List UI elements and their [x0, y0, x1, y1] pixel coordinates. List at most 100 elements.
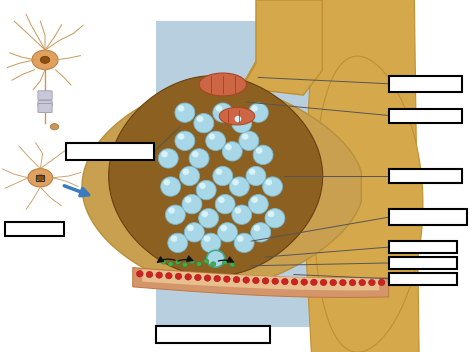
- Bar: [66, 143, 154, 160]
- Ellipse shape: [234, 233, 254, 253]
- Ellipse shape: [369, 279, 375, 286]
- Ellipse shape: [235, 116, 241, 122]
- FancyBboxPatch shape: [38, 91, 52, 100]
- Ellipse shape: [182, 169, 189, 175]
- Ellipse shape: [235, 207, 241, 214]
- Ellipse shape: [239, 131, 259, 151]
- Ellipse shape: [185, 197, 191, 203]
- Ellipse shape: [203, 259, 209, 263]
- Ellipse shape: [156, 272, 163, 278]
- Ellipse shape: [161, 177, 181, 196]
- Ellipse shape: [32, 50, 58, 70]
- Ellipse shape: [268, 211, 274, 217]
- Ellipse shape: [216, 169, 222, 175]
- Ellipse shape: [224, 276, 230, 282]
- Ellipse shape: [330, 279, 337, 286]
- Ellipse shape: [359, 279, 365, 286]
- Ellipse shape: [232, 113, 252, 133]
- Ellipse shape: [199, 183, 206, 189]
- Ellipse shape: [178, 133, 184, 140]
- Ellipse shape: [194, 113, 214, 133]
- Polygon shape: [237, 0, 322, 92]
- Bar: [389, 109, 462, 123]
- Ellipse shape: [218, 222, 237, 242]
- Ellipse shape: [201, 211, 208, 217]
- Ellipse shape: [184, 222, 204, 242]
- Ellipse shape: [248, 103, 268, 122]
- Ellipse shape: [171, 235, 177, 242]
- Polygon shape: [133, 268, 389, 297]
- Ellipse shape: [220, 225, 227, 231]
- Ellipse shape: [199, 73, 246, 96]
- Ellipse shape: [349, 279, 356, 286]
- Ellipse shape: [339, 279, 346, 286]
- Bar: [156, 326, 270, 343]
- Ellipse shape: [209, 133, 215, 140]
- Ellipse shape: [175, 131, 195, 151]
- FancyBboxPatch shape: [38, 101, 52, 106]
- Bar: [389, 209, 467, 225]
- Ellipse shape: [213, 103, 233, 122]
- Ellipse shape: [262, 278, 269, 284]
- Ellipse shape: [192, 151, 199, 157]
- Ellipse shape: [168, 233, 188, 253]
- Ellipse shape: [254, 225, 260, 231]
- Ellipse shape: [310, 279, 317, 285]
- Ellipse shape: [216, 105, 222, 112]
- Ellipse shape: [28, 169, 53, 187]
- Ellipse shape: [189, 259, 194, 264]
- Bar: [36, 175, 44, 181]
- Ellipse shape: [175, 273, 182, 279]
- Ellipse shape: [243, 277, 249, 283]
- Ellipse shape: [197, 116, 203, 122]
- Ellipse shape: [206, 131, 226, 151]
- Ellipse shape: [251, 222, 271, 242]
- Ellipse shape: [158, 149, 178, 168]
- Ellipse shape: [168, 207, 175, 214]
- Bar: [156, 21, 379, 327]
- Ellipse shape: [219, 107, 255, 125]
- Ellipse shape: [175, 103, 195, 122]
- Ellipse shape: [204, 275, 211, 281]
- Ellipse shape: [272, 278, 279, 284]
- Ellipse shape: [232, 179, 239, 186]
- Ellipse shape: [265, 208, 285, 228]
- Ellipse shape: [180, 166, 200, 186]
- Ellipse shape: [210, 262, 216, 266]
- Ellipse shape: [232, 205, 252, 225]
- Ellipse shape: [320, 279, 327, 285]
- Ellipse shape: [218, 197, 225, 203]
- Ellipse shape: [50, 124, 59, 130]
- Ellipse shape: [137, 271, 143, 277]
- Bar: [389, 241, 457, 253]
- Ellipse shape: [196, 180, 216, 200]
- Ellipse shape: [229, 177, 249, 196]
- Ellipse shape: [222, 142, 242, 161]
- Ellipse shape: [196, 262, 202, 266]
- Ellipse shape: [253, 145, 273, 165]
- Ellipse shape: [291, 279, 298, 285]
- Ellipse shape: [233, 276, 240, 283]
- Ellipse shape: [165, 272, 172, 279]
- Ellipse shape: [36, 175, 44, 181]
- Ellipse shape: [249, 169, 255, 175]
- Ellipse shape: [175, 260, 180, 265]
- Ellipse shape: [161, 260, 166, 264]
- Bar: [389, 273, 457, 285]
- Ellipse shape: [378, 279, 385, 285]
- Ellipse shape: [229, 263, 235, 267]
- Ellipse shape: [182, 194, 202, 214]
- Bar: [389, 76, 462, 92]
- Ellipse shape: [164, 179, 170, 186]
- Ellipse shape: [40, 56, 50, 63]
- Ellipse shape: [251, 197, 258, 203]
- Ellipse shape: [242, 133, 248, 140]
- Polygon shape: [314, 56, 423, 352]
- Polygon shape: [242, 0, 322, 95]
- Bar: [389, 257, 457, 269]
- Ellipse shape: [237, 235, 244, 242]
- Ellipse shape: [265, 179, 272, 186]
- Ellipse shape: [213, 166, 233, 186]
- Ellipse shape: [182, 263, 188, 267]
- Ellipse shape: [222, 260, 228, 265]
